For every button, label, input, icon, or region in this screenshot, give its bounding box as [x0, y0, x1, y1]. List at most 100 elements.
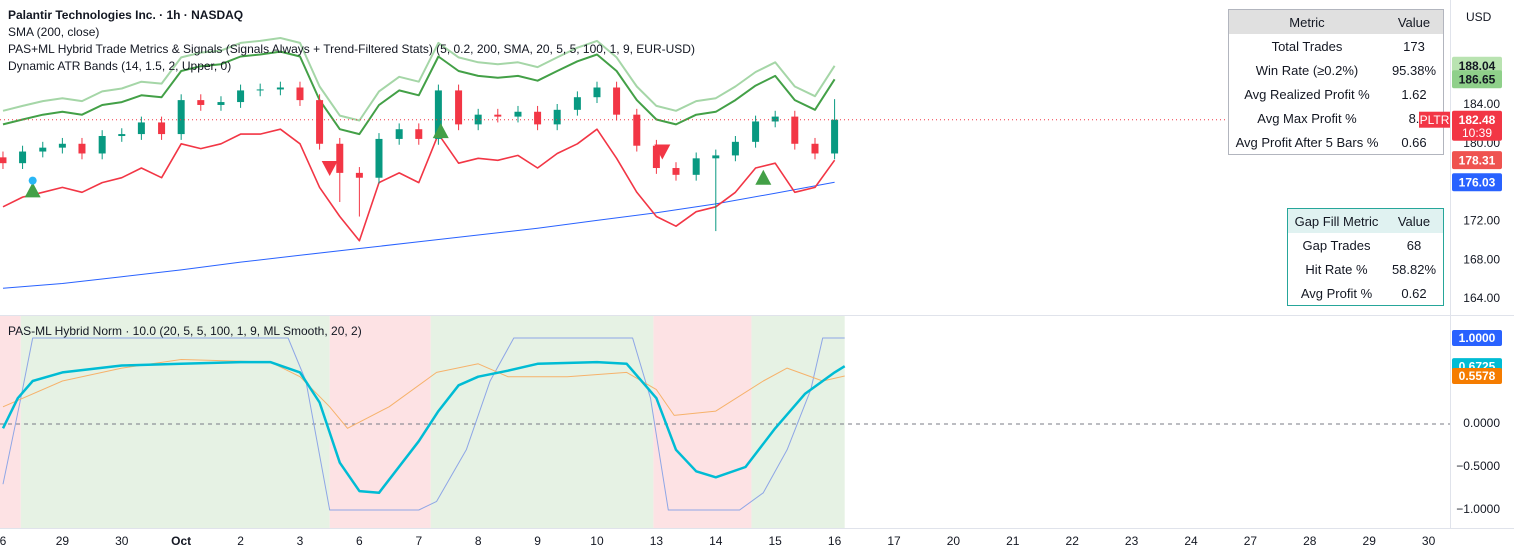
- price-label-text: 1.0000: [1459, 331, 1496, 345]
- buy-signal: [755, 169, 772, 185]
- candle-body: [98, 136, 106, 154]
- x-tick-label: 22: [1066, 534, 1080, 548]
- indicator-legend: SMA (200, close): [8, 25, 99, 39]
- gap-table: Gap Fill Metric Value Gap Trades 68 Hit Rate…: [1287, 208, 1444, 306]
- y-tick-label: 184.00: [1463, 97, 1500, 111]
- currency[interactable]: USD: [1466, 10, 1492, 24]
- candle-body: [118, 134, 126, 137]
- x-tick-label: 30: [115, 534, 129, 548]
- candle-body: [573, 97, 581, 110]
- regime-zone: [0, 316, 21, 528]
- x-tick-label: 10: [590, 534, 604, 548]
- candle-body: [19, 151, 27, 164]
- candle-body: [712, 155, 720, 159]
- candle-body: [415, 129, 423, 139]
- candle-body: [514, 111, 522, 117]
- table-cell: Avg Profit %: [1300, 285, 1373, 301]
- candle-body: [78, 143, 86, 154]
- candle-body: [217, 102, 225, 105]
- y-tick-label: 164.00: [1463, 291, 1500, 305]
- x-tick-label: 17: [887, 534, 901, 548]
- oscillator-title: PAS-ML Hybrid Norm · 10.0 (20, 5, 5, 100…: [8, 324, 362, 338]
- y-tick-label: 172.00: [1463, 214, 1500, 228]
- table-row: Total Trades 173: [1229, 34, 1443, 58]
- table-row: Gap Fill Metric Value: [1288, 209, 1443, 233]
- candle-body: [0, 157, 7, 164]
- table-row: Avg Profit % 0.62: [1288, 281, 1443, 305]
- x-tick-label: 16: [828, 534, 842, 548]
- table-cell: 0.62: [1401, 285, 1427, 301]
- x-tick-label: 13: [650, 534, 664, 548]
- buy-signal: [24, 182, 41, 198]
- sma-line: [2, 181, 835, 289]
- oscillator-line: [1, 360, 846, 495]
- table-cell: Gap Trades: [1302, 237, 1371, 253]
- x-tick-label: 8: [475, 534, 482, 548]
- oscillator-line: [2, 359, 845, 429]
- candle-body: [137, 122, 145, 135]
- x-tick-label: 6: [356, 534, 363, 548]
- y-tick-label: −1.0000: [1456, 502, 1500, 516]
- table-cell: Avg Realized Profit %: [1244, 86, 1370, 102]
- table-row: Gap Trades 68: [1288, 233, 1443, 257]
- price-label-text: 178.31: [1459, 153, 1496, 167]
- x-tick-label: 23: [1125, 534, 1139, 548]
- buy-signal: [432, 123, 449, 139]
- candle-body: [494, 114, 502, 117]
- candle-body: [375, 138, 383, 178]
- x-tick-label: 29: [56, 534, 70, 548]
- candle-body: [692, 158, 700, 175]
- x-tick-label: 21: [1006, 534, 1020, 548]
- metrics-table: Metric Value Total Trades 173 Win Rate (≥0.2…: [1228, 9, 1444, 155]
- candle-body: [455, 90, 463, 125]
- table-cell: 173: [1403, 38, 1425, 54]
- candle-body: [39, 147, 47, 152]
- candle-body: [633, 114, 641, 146]
- table-row: Hit Rate % 58.82%: [1288, 257, 1443, 281]
- table-row: Win Rate (≥0.2%) 95.38%: [1229, 58, 1443, 82]
- price-label: [1452, 173, 1502, 192]
- regime-zone: [329, 316, 431, 528]
- sell-signal: [321, 161, 338, 177]
- price-label-text: 176.03: [1459, 175, 1496, 189]
- price-label: [1452, 70, 1502, 89]
- candle-body: [811, 143, 819, 154]
- price-label-text: 186.65: [1459, 72, 1496, 86]
- table-cell: 58.82%: [1391, 261, 1437, 277]
- x-tick-label: 7: [415, 534, 422, 548]
- table-cell: Value: [1397, 14, 1431, 30]
- candle-body: [731, 141, 739, 156]
- oscillator-line: [2, 337, 845, 511]
- candle-body: [791, 116, 799, 144]
- table-cell: 95.38%: [1391, 62, 1437, 78]
- table-row: Avg Profit After 5 Bars % 0.66: [1229, 130, 1443, 154]
- table-cell: Hit Rate %: [1305, 261, 1368, 277]
- candle-body: [613, 87, 621, 115]
- table-cell: 1.62: [1401, 86, 1427, 102]
- atr-band: [2, 37, 836, 122]
- y-tick-label: 168.00: [1463, 252, 1500, 266]
- table-cell: Gap Fill Metric: [1294, 213, 1379, 229]
- signal-dot: [28, 176, 37, 185]
- x-tick-label: 24: [1184, 534, 1198, 548]
- candle-body: [553, 109, 561, 125]
- candle-body: [474, 114, 482, 125]
- candle-body: [652, 145, 660, 169]
- x-tick-label: 30: [1422, 534, 1436, 548]
- indicator-legend: PAS+ML Hybrid Trade Metrics & Signals (S…: [8, 42, 695, 56]
- candle-body: [771, 116, 779, 122]
- y-tick-label: 180.00: [1463, 136, 1500, 150]
- x-tick-label: 27: [1244, 534, 1258, 548]
- candle-body: [177, 100, 185, 135]
- candle-body: [197, 100, 205, 105]
- table-row: Metric Value: [1229, 10, 1443, 34]
- price-label-text: 0.5578: [1459, 369, 1496, 383]
- indicator-legend: Dynamic ATR Bands (14, 1.5, 2, Upper, 0): [8, 59, 231, 73]
- table-cell: Metric: [1289, 14, 1325, 30]
- candle-body: [158, 122, 166, 135]
- price-label: [1452, 368, 1502, 385]
- candle-body: [58, 143, 66, 148]
- candle-body: [534, 111, 542, 125]
- candle-body: [434, 90, 442, 139]
